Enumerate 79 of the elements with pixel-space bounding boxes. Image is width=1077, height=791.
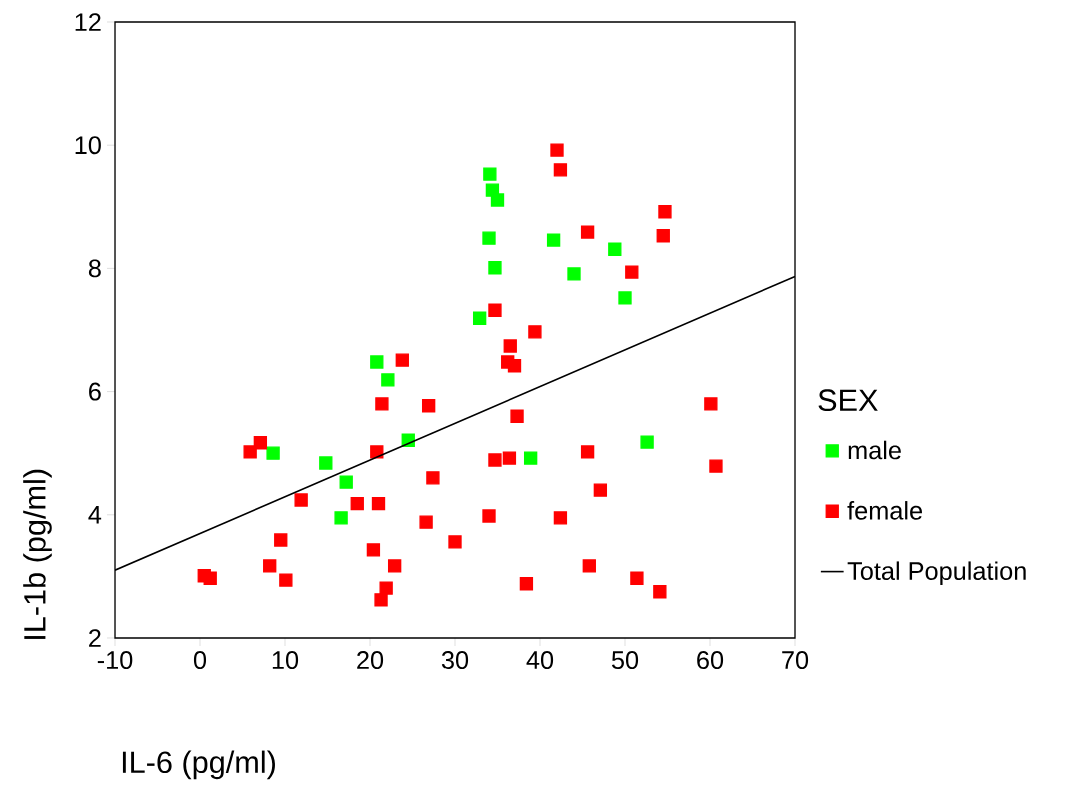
- point: [625, 265, 639, 279]
- point: [274, 533, 288, 547]
- point: [374, 593, 388, 607]
- point: [203, 571, 217, 585]
- y-tick-label: 4: [88, 506, 102, 524]
- point: [370, 355, 384, 369]
- point: [488, 303, 502, 317]
- point: [630, 571, 644, 585]
- x-tick-label: 10: [272, 651, 299, 670]
- point: [426, 471, 440, 485]
- point: [523, 451, 538, 465]
- point: [366, 543, 381, 557]
- x-tick-label: 20: [357, 651, 384, 670]
- point: [503, 339, 517, 353]
- legend-title: SEX: [818, 389, 878, 412]
- point: [482, 231, 496, 245]
- point: [608, 242, 622, 256]
- x-tick-label: 70: [782, 651, 809, 670]
- y-tick-label: 10: [75, 136, 101, 155]
- y-tick-label: 2: [89, 629, 101, 647]
- point: [482, 509, 496, 523]
- x-tick-label: 0: [193, 651, 207, 670]
- y-tick-label: 12: [75, 13, 101, 31]
- point: [395, 353, 409, 367]
- legend-label: male: [848, 440, 901, 460]
- point: [371, 497, 386, 511]
- point: [502, 451, 517, 465]
- point: [379, 581, 393, 595]
- point: [319, 456, 333, 470]
- point: [653, 585, 667, 599]
- y-tick-label: 8: [88, 259, 101, 278]
- point: [419, 515, 433, 529]
- point: [421, 399, 436, 413]
- y-axis-title: IL-1b (pg/ml): [23, 469, 52, 639]
- x-tick-label: 60: [697, 651, 724, 670]
- legend-label: female: [847, 501, 922, 520]
- point: [582, 559, 596, 573]
- point: [580, 225, 595, 239]
- point: [472, 311, 487, 325]
- point: [507, 359, 522, 373]
- point: [381, 373, 395, 387]
- point: [266, 446, 280, 460]
- point: [656, 229, 670, 243]
- point: [339, 475, 353, 489]
- point: [350, 497, 364, 511]
- point: [510, 409, 524, 423]
- point: [567, 267, 581, 281]
- point: [580, 445, 595, 459]
- point: [490, 193, 505, 207]
- point: [519, 577, 534, 591]
- point: [263, 559, 277, 573]
- point: [387, 559, 402, 573]
- point: [243, 445, 257, 459]
- point: [553, 511, 568, 525]
- point: [709, 459, 723, 473]
- point: [550, 143, 564, 157]
- point: [640, 435, 654, 449]
- point: [483, 167, 497, 181]
- point: [658, 205, 672, 219]
- point: [528, 325, 542, 339]
- x-tick-label: 40: [526, 651, 554, 670]
- point: [593, 483, 608, 497]
- x-tick-label: 30: [441, 651, 469, 670]
- point: [334, 511, 348, 525]
- point: [546, 233, 561, 247]
- point: [618, 291, 632, 305]
- y-tick-label: 6: [89, 382, 101, 401]
- point: [279, 573, 293, 587]
- point: [375, 397, 389, 411]
- point: [704, 397, 718, 411]
- point: [488, 261, 502, 275]
- point: [553, 163, 568, 177]
- x-tick-label: 50: [611, 651, 639, 670]
- legend-label: Total Population: [847, 561, 1026, 586]
- point: [488, 453, 502, 467]
- x-tick-label: -10: [97, 651, 133, 670]
- point: [294, 493, 308, 507]
- point: [448, 535, 462, 549]
- x-axis-title: IL-6 (pg/ml): [122, 750, 275, 780]
